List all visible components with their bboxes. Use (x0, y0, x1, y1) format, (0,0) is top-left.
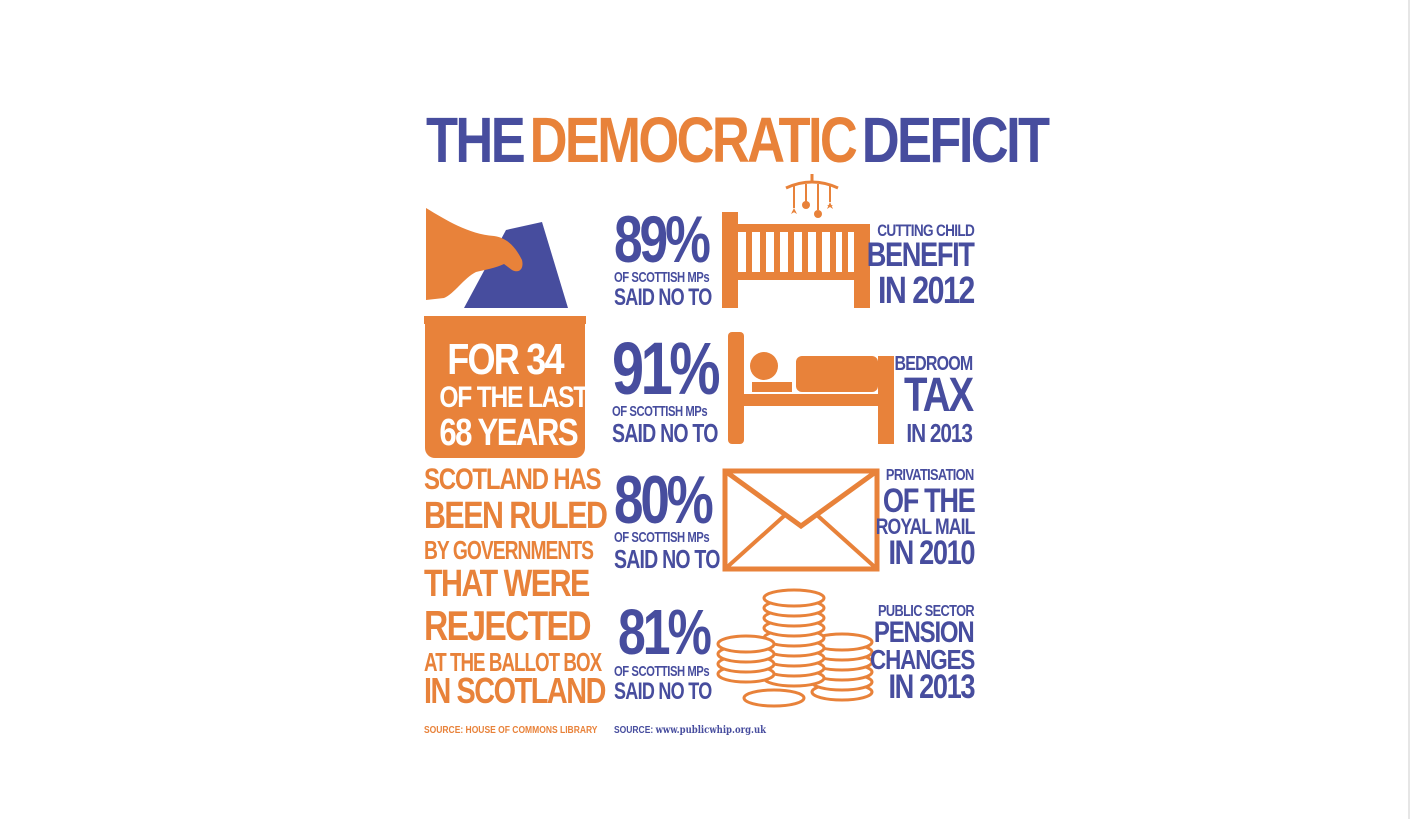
box-line-3: 68 YEARS (439, 412, 578, 454)
stat-2-line-1: BEDROOM (894, 353, 973, 375)
source-right-url[interactable]: www.publicwhip.org.uk (655, 725, 767, 736)
stat-2-said: SAID NO TO (612, 418, 718, 448)
stat-2-of: OF SCOTTISH MPs (612, 403, 708, 420)
ruled-line-1: SCOTLAND HAS (424, 463, 601, 496)
coins-icon (716, 588, 874, 708)
stat-4-said: SAID NO TO (614, 678, 712, 705)
stat-1-of: OF SCOTTISH MPs (614, 269, 710, 286)
ruled-line-5: REJECTED (424, 602, 591, 649)
stat-3-line-2: OF THE (882, 482, 975, 520)
title-democratic: DEMOCRATIC (529, 104, 858, 176)
ruled-line-7: IN SCOTLAND (424, 670, 606, 711)
source-right: SOURCE: www.publicwhip.org.uk (614, 725, 766, 736)
source-right-label: SOURCE: (614, 725, 654, 736)
stat-2-line-2: TAX (903, 369, 974, 422)
stat-1-line-2: BENEFIT (867, 236, 975, 274)
stat-1-line-3: IN 2012 (878, 270, 975, 312)
stat-3-line-3: ROYAL MAIL (875, 514, 975, 539)
stat-4-line-3: CHANGES (869, 644, 975, 675)
title-deficit: DEFICIT (861, 104, 1050, 176)
ruled-line-2: BEEN RULED (424, 495, 608, 537)
stat-4-percent: 81% (618, 596, 712, 668)
stat-4-of: OF SCOTTISH MPs (614, 663, 710, 680)
box-line-1: FOR 34 (447, 335, 564, 384)
stat-3-percent: 80% (614, 462, 714, 538)
box-line-2: OF THE LAST (439, 381, 588, 414)
stat-1-line-1: CUTTING CHILD (877, 221, 975, 240)
ballot-hand-icon (424, 208, 586, 324)
stat-1-percent: 89% (614, 202, 711, 276)
stat-2-percent: 91% (612, 327, 721, 410)
stat-1-said: SAID NO TO (614, 284, 712, 311)
page-edge (1408, 0, 1410, 819)
stat-3-of: OF SCOTTISH MPs (614, 529, 710, 546)
stat-3-line-4: IN 2010 (888, 534, 975, 572)
stat-4-line-2: PENSION (874, 616, 975, 649)
bed-icon (728, 332, 894, 444)
title-the: THE (426, 104, 526, 176)
stat-4-line-4: IN 2013 (888, 668, 975, 706)
stat-4-line-1: PUBLIC SECTOR (878, 603, 975, 620)
envelope-icon (722, 468, 880, 572)
cot-icon (722, 174, 870, 308)
years-box: FOR 34 OF THE LAST 68 YEARS (425, 322, 588, 458)
stat-3-said: SAID NO TO (614, 544, 720, 574)
source-left: SOURCE: HOUSE OF COMMONS LIBRARY (424, 725, 598, 736)
ruled-line-4: THAT WERE (424, 563, 590, 605)
stat-2-line-3: IN 2013 (906, 418, 973, 448)
stat-3-line-1: PRIVATISATION (886, 467, 974, 484)
ruled-line-3: BY GOVERNMENTS (424, 535, 594, 565)
ruled-line-6: AT THE BALLOT BOX (424, 647, 602, 677)
page-title: THE DEMOCRATIC DEFICIT (426, 108, 1054, 172)
